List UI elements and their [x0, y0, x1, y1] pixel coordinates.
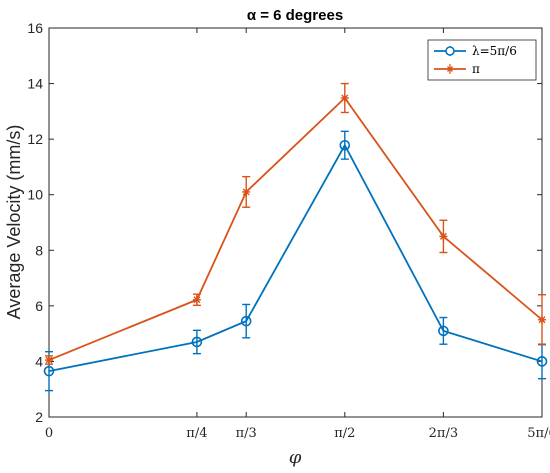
y-tick-label: 14: [27, 76, 43, 92]
legend-label: λ=5π/6: [472, 44, 517, 58]
x-tick-label: π/3: [236, 426, 257, 441]
y-tick-label: 12: [27, 131, 43, 147]
legend-marker: [446, 66, 454, 72]
y-axis-label: Average Velocity (mm/s): [4, 125, 24, 320]
y-tick-label: 8: [35, 242, 43, 258]
series-line: [48, 143, 543, 373]
asterisk-stroke: [439, 232, 447, 240]
series-layer: [43, 82, 548, 392]
x-tick-label: π/2: [334, 426, 355, 441]
data-point: [242, 187, 251, 196]
legend: λ=5π/6 π: [427, 39, 537, 81]
axes: 2 4 6 8 10 12 14 16 0 π/4 π/3 π/2 2π/3 5π/6: [27, 20, 550, 441]
asterisk-stroke: [447, 66, 453, 72]
series-1: [45, 82, 546, 365]
x-axis-label: φ: [289, 447, 302, 468]
asterisk-stroke: [242, 188, 250, 196]
data-point: [439, 232, 448, 241]
data-point: [240, 315, 252, 327]
asterisk-stroke: [45, 356, 53, 364]
asterisk-stroke: [193, 296, 201, 304]
data-point: [191, 336, 203, 348]
legend-marker: [445, 46, 455, 56]
y-tick-label: 16: [27, 20, 43, 36]
data-point: [536, 356, 548, 367]
x-tick-label: 0: [45, 426, 53, 441]
y-tick-label: 10: [27, 187, 43, 203]
series-line: [48, 96, 543, 361]
y-tick-label: 2: [35, 409, 43, 425]
legend-label: π: [472, 62, 480, 76]
x-tick-label: 5π/6: [527, 426, 550, 441]
y-tick-label: 6: [35, 298, 43, 314]
data-point: [438, 325, 449, 337]
x-tick-label: 2π/3: [429, 426, 458, 441]
axes-frame: [48, 27, 543, 418]
legend-box: [427, 39, 537, 81]
data-point: [192, 295, 201, 304]
data-point: [339, 139, 351, 151]
data-point: [45, 356, 53, 365]
data-point: [43, 365, 55, 377]
asterisk-stroke: [341, 94, 349, 102]
plot-area: [49, 28, 542, 417]
chart-title: α = 6 degrees: [247, 7, 343, 24]
data-point: [340, 94, 349, 103]
x-tick-label: π/4: [186, 426, 207, 441]
y-tick-label: 4: [35, 353, 43, 369]
asterisk-stroke: [538, 316, 546, 324]
data-point: [538, 315, 546, 324]
